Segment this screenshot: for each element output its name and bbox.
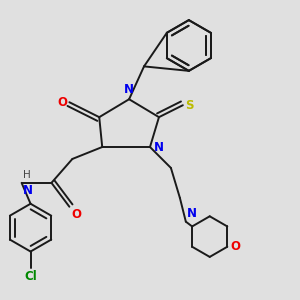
Text: N: N	[23, 184, 33, 197]
Text: N: N	[124, 83, 134, 96]
Text: O: O	[230, 240, 240, 253]
Text: H: H	[23, 170, 31, 180]
Text: S: S	[185, 99, 194, 112]
Text: N: N	[154, 140, 164, 154]
Text: N: N	[187, 207, 197, 220]
Text: O: O	[72, 208, 82, 221]
Text: O: O	[57, 96, 67, 109]
Text: Cl: Cl	[24, 270, 37, 283]
